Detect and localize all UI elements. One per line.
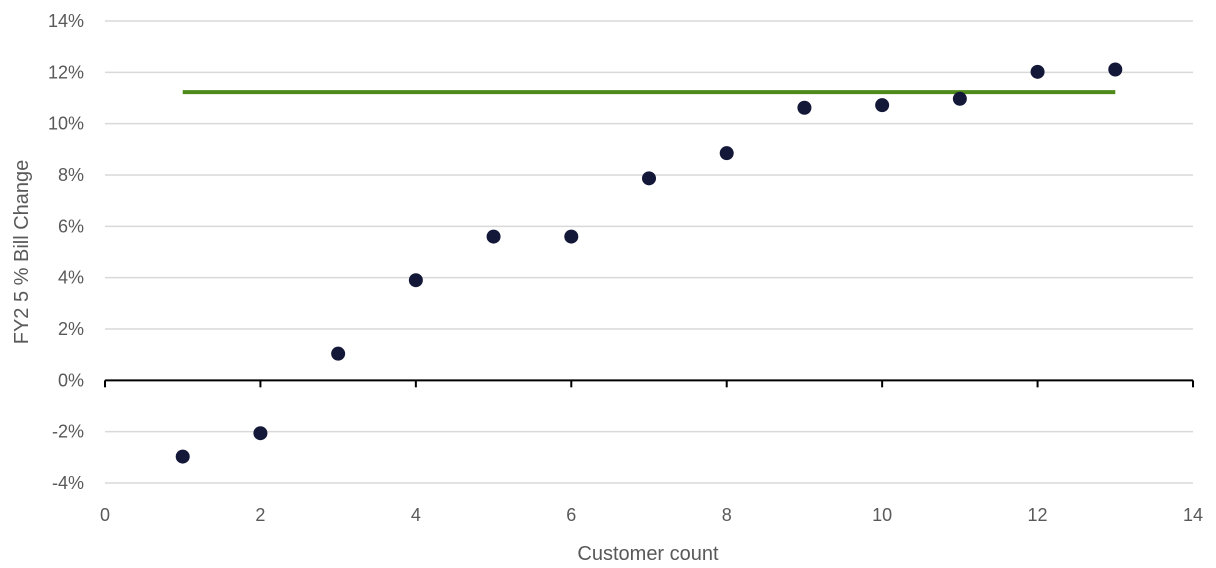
x-tick-label: 10 — [872, 505, 892, 525]
y-tick-label: 14% — [48, 11, 84, 31]
series-layer — [175, 62, 1123, 464]
data-point — [408, 273, 423, 288]
x-tick-label: 0 — [100, 505, 110, 525]
data-point — [175, 449, 190, 464]
data-point — [875, 98, 890, 113]
y-tick-label: -2% — [52, 422, 84, 442]
x-tick-label: 4 — [411, 505, 421, 525]
y-axis-title: FY2 5 % Bill Change — [11, 160, 33, 345]
x-tick-label: 12 — [1028, 505, 1048, 525]
y-axis-tick-labels: -4% -2% 0% 2% 4% 6% 8% 10% 12% 14% — [48, 11, 84, 493]
y-tick-label: 10% — [48, 114, 84, 134]
x-tick-label: 14 — [1183, 505, 1203, 525]
y-tick-label: 0% — [58, 370, 84, 390]
x-axis — [104, 379, 1194, 388]
data-point — [719, 146, 734, 161]
x-axis-title: Customer count — [577, 543, 719, 565]
y-tick-label: 8% — [58, 165, 84, 185]
data-point — [564, 229, 579, 244]
x-tick-label: 6 — [566, 505, 576, 525]
y-tick-label: 4% — [58, 268, 84, 288]
data-point — [952, 91, 967, 106]
data-point — [1108, 62, 1123, 77]
data-point — [797, 100, 812, 115]
x-tick-label: 2 — [255, 505, 265, 525]
data-point — [253, 426, 268, 441]
data-point — [486, 229, 501, 244]
y-tick-label: 6% — [58, 216, 84, 236]
x-axis-tick-labels: 0 2 4 6 8 10 12 14 — [100, 505, 1203, 525]
x-tick-label: 8 — [722, 505, 732, 525]
y-tick-label: 2% — [58, 319, 84, 339]
y-tick-label: 12% — [48, 62, 84, 82]
data-point — [1030, 64, 1045, 79]
data-point — [331, 346, 346, 361]
data-point — [642, 171, 656, 186]
y-tick-label: -4% — [52, 473, 84, 493]
